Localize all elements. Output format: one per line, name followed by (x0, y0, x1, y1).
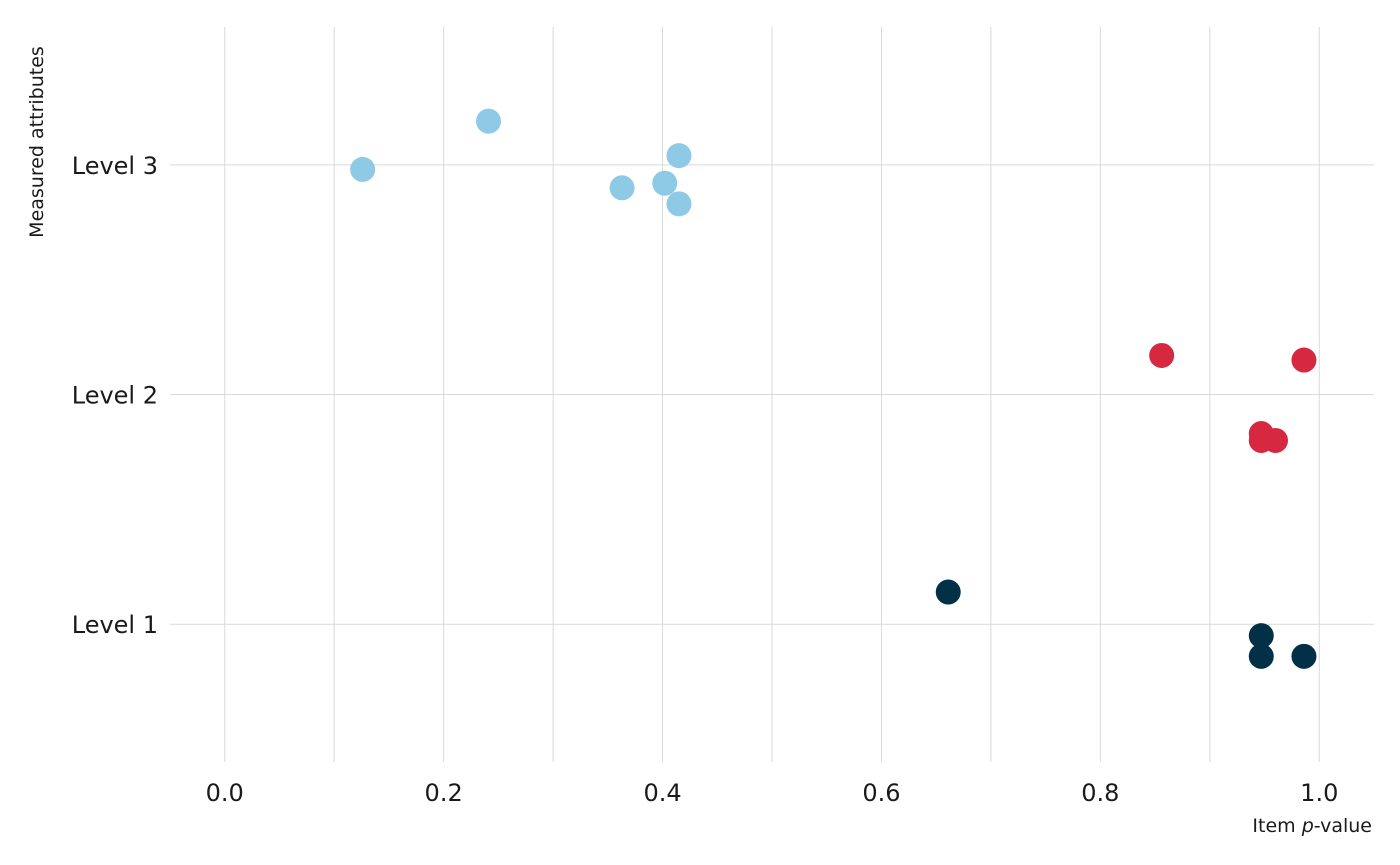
point-level-3 (350, 156, 376, 182)
point-level-3 (666, 143, 692, 169)
x-tick-label: 1.0 (1300, 779, 1338, 807)
grid-lines (170, 27, 1374, 762)
x-tick-label: 0.4 (643, 779, 681, 807)
x-tick-labels: 0.0 0.2 0.4 0.6 0.8 1.0 (206, 779, 1339, 807)
point-level-1 (935, 579, 961, 605)
point-level-1 (1248, 623, 1274, 649)
point-level-2 (1291, 347, 1317, 373)
x-axis-title-italic: p (1301, 815, 1314, 837)
y-tick-label: Level 3 (72, 152, 158, 180)
point-level-2 (1262, 427, 1288, 453)
point-level-3 (666, 191, 692, 217)
x-axis-title-prefix: Item (1252, 815, 1301, 837)
x-tick-label: 0.8 (1081, 779, 1119, 807)
y-tick-label: Level 2 (72, 382, 158, 410)
point-level-3 (476, 108, 502, 134)
x-tick-label: 0.2 (425, 779, 463, 807)
y-axis-title: Measured attributes (26, 46, 48, 238)
y-tick-label: Level 1 (72, 611, 158, 639)
point-level-3 (609, 175, 635, 201)
y-tick-labels: Level 1 Level 2 Level 3 (72, 152, 158, 639)
x-axis-title: Item p-value (1252, 815, 1372, 837)
point-level-1 (1248, 643, 1274, 669)
x-tick-label: 0.0 (206, 779, 244, 807)
point-level-2 (1149, 342, 1175, 368)
point-level-1 (1291, 643, 1317, 669)
point-level-3 (652, 170, 678, 196)
data-points (350, 108, 1317, 669)
x-tick-label: 0.6 (862, 779, 900, 807)
x-axis-title-suffix: -value (1314, 815, 1372, 837)
